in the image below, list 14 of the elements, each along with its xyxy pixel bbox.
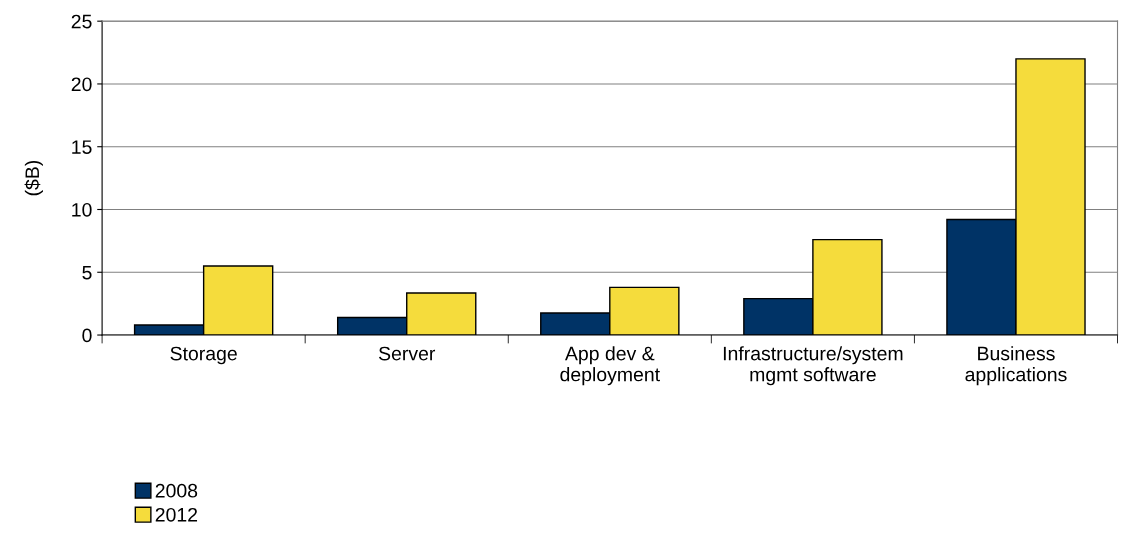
y-tick-label: 25 <box>71 14 92 29</box>
legend-label: 2008 <box>155 483 198 498</box>
y-tick-label: 15 <box>72 140 92 154</box>
legend-label: 2012 <box>155 507 198 522</box>
y-axis-title: ($B) <box>24 160 43 196</box>
y-tick-label: 0 <box>82 328 92 343</box>
y-tick-label: 20 <box>71 77 92 92</box>
y-tick-label: 10 <box>72 202 92 217</box>
x-tick-label: App dev & deployment <box>560 346 660 386</box>
x-tick-label: Infrastructure/system mgmt software <box>723 346 903 386</box>
y-tick-label: 5 <box>82 265 92 280</box>
x-tick-label: Storage <box>170 346 237 365</box>
x-tick-label: Server <box>378 346 436 361</box>
x-tick-label: Business applications <box>965 346 1067 386</box>
